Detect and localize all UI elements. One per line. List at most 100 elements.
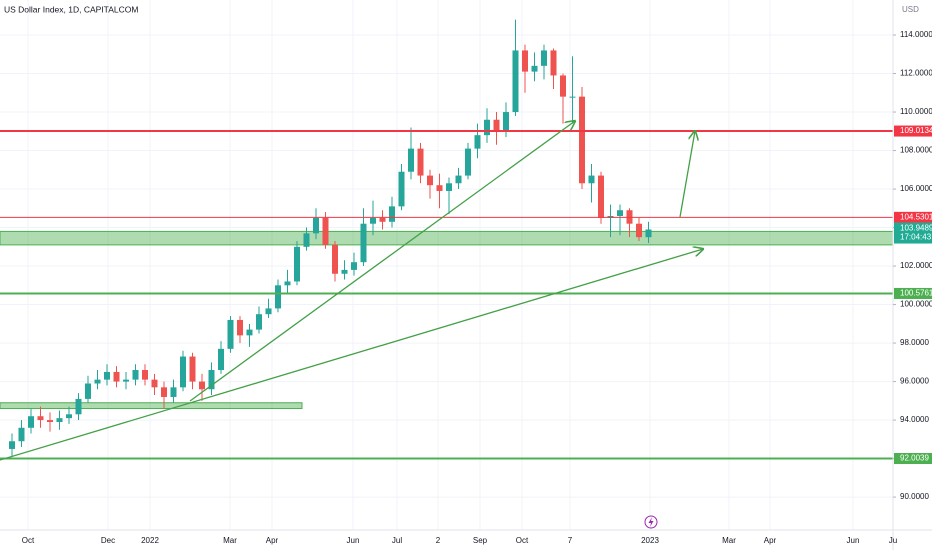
candle-body: [427, 175, 433, 186]
event-bolt[interactable]: [648, 517, 654, 527]
candle-body: [161, 387, 167, 397]
candle-body: [208, 370, 215, 390]
candle-body: [94, 379, 101, 384]
level-label-box: [894, 453, 932, 465]
candle-body: [512, 50, 519, 113]
y-tick-label: 110.0000: [900, 107, 932, 116]
level-label: 109.0134: [900, 126, 932, 135]
candle-body: [56, 418, 63, 422]
candle-body: [227, 319, 234, 349]
candle-body: [75, 398, 82, 415]
candle-body: [446, 183, 452, 191]
candle-body: [522, 50, 528, 72]
candle-body: [28, 416, 34, 428]
x-tick-label: Ju: [889, 536, 897, 545]
support-zone: [0, 230, 894, 246]
candle-body: [341, 269, 348, 274]
candle-body: [455, 175, 462, 184]
candle-body: [18, 427, 25, 442]
candle-body: [85, 383, 91, 399]
level-label: 92.0039: [900, 454, 929, 463]
currency: USD: [902, 5, 919, 14]
candle-body: [151, 379, 158, 388]
last-price-box: [894, 222, 932, 244]
level-label: 100.5761: [900, 289, 932, 298]
candle-body: [588, 175, 595, 184]
candle-body: [436, 185, 443, 191]
level-label-box: [894, 287, 932, 299]
candle-body: [465, 148, 471, 176]
candle-body: [189, 356, 196, 382]
time-axis: Oct Dec 2022 Mar Apr Jun Jul 2 Sep Oct 7 2023 Mar Apr…: [22, 536, 897, 545]
candle-body: [47, 420, 53, 422]
candle-body: [503, 112, 509, 132]
chart-title: US Dollar Index, 1D, CAPITALCOM: [4, 4, 138, 14]
y-tick-label: 106.0000: [900, 184, 932, 193]
candles: [9, 19, 652, 457]
candle-body: [645, 229, 652, 238]
candle-body: [322, 217, 329, 245]
y-tick-label: 94.0000: [900, 415, 929, 424]
event-icon[interactable]: [644, 515, 658, 529]
candle-body: [379, 217, 386, 222]
y-tick-label: 108.0000: [900, 146, 932, 155]
candle-body: [123, 379, 129, 382]
x-tick-label: Jun: [847, 536, 860, 545]
candle-body: [104, 371, 110, 380]
level-label-box: [894, 211, 932, 223]
candle-body: [579, 96, 585, 184]
x-tick-label: Oct: [22, 536, 35, 545]
candle-body: [398, 171, 405, 207]
candle-body: [360, 223, 367, 263]
candle-body: [332, 244, 338, 274]
candle-body: [389, 206, 395, 222]
candle-body: [142, 370, 148, 380]
candle-body: [636, 223, 642, 238]
price-axis: 90.000092.000094.000096.000098.0000100.0…: [893, 30, 932, 501]
candle-body: [417, 148, 424, 176]
x-tick-label: Jul: [392, 536, 402, 545]
candle-body: [370, 217, 376, 224]
candle-body: [617, 210, 623, 217]
candle-body: [9, 441, 15, 449]
candle-body: [284, 281, 291, 286]
level-label: 104.5301: [900, 212, 932, 221]
y-tick-label: 112.0000: [900, 69, 932, 78]
candle-body: [199, 381, 205, 390]
level-label-box: [894, 125, 932, 137]
candle-body: [218, 348, 224, 371]
projection-arrow: [679, 131, 695, 218]
candle-body: [37, 416, 44, 421]
candle-body: [598, 175, 604, 218]
candle-body: [351, 262, 357, 270]
countdown: 17:04:43: [900, 233, 932, 242]
y-tick-label: 102.0000: [900, 261, 932, 270]
candle-body: [493, 119, 500, 132]
x-tick-label: Mar: [722, 536, 736, 545]
x-tick-label: Jun: [347, 536, 360, 545]
x-tick-label: Dec: [101, 536, 115, 545]
y-tick-label: 100.0000: [900, 300, 932, 309]
support-zone: [0, 402, 303, 410]
x-tick-label: Oct: [516, 536, 529, 545]
candle-body: [550, 50, 557, 76]
candle-body: [237, 319, 243, 336]
x-tick-label: Apr: [266, 536, 279, 545]
last-price-label: 103.9489: [900, 224, 932, 233]
candle-body: [294, 246, 300, 282]
x-tick-label: 2023: [641, 536, 659, 545]
candle-body: [484, 119, 490, 136]
candle-body: [408, 148, 414, 172]
candle-body: [246, 329, 253, 336]
candle-body: [313, 217, 319, 234]
levels: [0, 130, 893, 460]
candle-body: [66, 414, 72, 419]
candle-body: [541, 50, 547, 66]
candle-body: [132, 370, 139, 380]
candle-body: [180, 356, 186, 388]
candle-body: [170, 387, 177, 397]
x-tick-label: 2022: [141, 536, 159, 545]
y-tick-label: 90.0000: [900, 492, 929, 501]
